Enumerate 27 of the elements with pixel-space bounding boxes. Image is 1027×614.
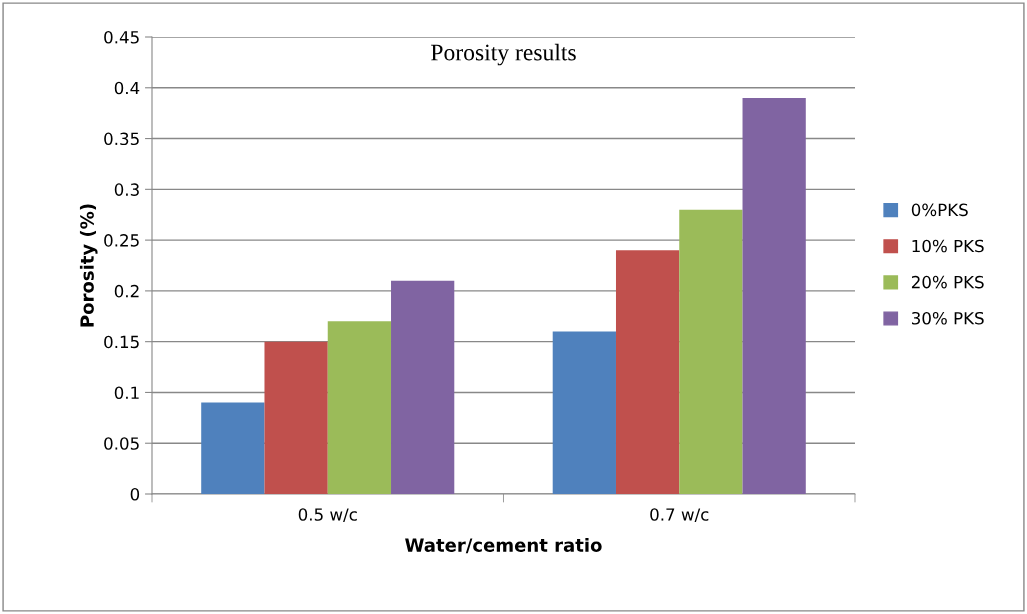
x-axis-title: Water/cement ratio [405, 537, 602, 554]
bar [679, 209, 743, 494]
y-tick-label: 0.2 [114, 284, 139, 298]
y-tick-label: 0.3 [114, 183, 139, 196]
bar [742, 97, 806, 494]
x-tick-label: 0.7 w/c [650, 508, 709, 523]
legend-label: 20% PKS [911, 275, 984, 289]
bar [391, 280, 455, 494]
bar [327, 321, 392, 494]
y-tick-label: 0.35 [104, 132, 139, 146]
chart-title: Porosity results [431, 43, 576, 66]
y-tick-label: 0 [130, 487, 140, 501]
x-tick-label: 0.5 w/c [298, 508, 357, 523]
y-tick-label: 0.25 [104, 234, 139, 247]
y-axis-title: Porosity (%) [79, 204, 98, 327]
legend-label: 30% PKS [912, 311, 984, 325]
y-tick-label: 0.4 [114, 81, 140, 95]
y-tick-label: 0.05 [104, 437, 139, 450]
bar [201, 402, 265, 494]
y-tick-label: 0.1 [114, 386, 139, 400]
legend-label: 0%PKS [911, 203, 968, 217]
bar [615, 250, 680, 494]
y-tick-label: 0.15 [104, 335, 139, 349]
legend-label: 10% PKS [912, 239, 984, 253]
bar [552, 331, 616, 494]
bar [264, 341, 328, 494]
y-tick-label: 0.45 [104, 30, 139, 44]
